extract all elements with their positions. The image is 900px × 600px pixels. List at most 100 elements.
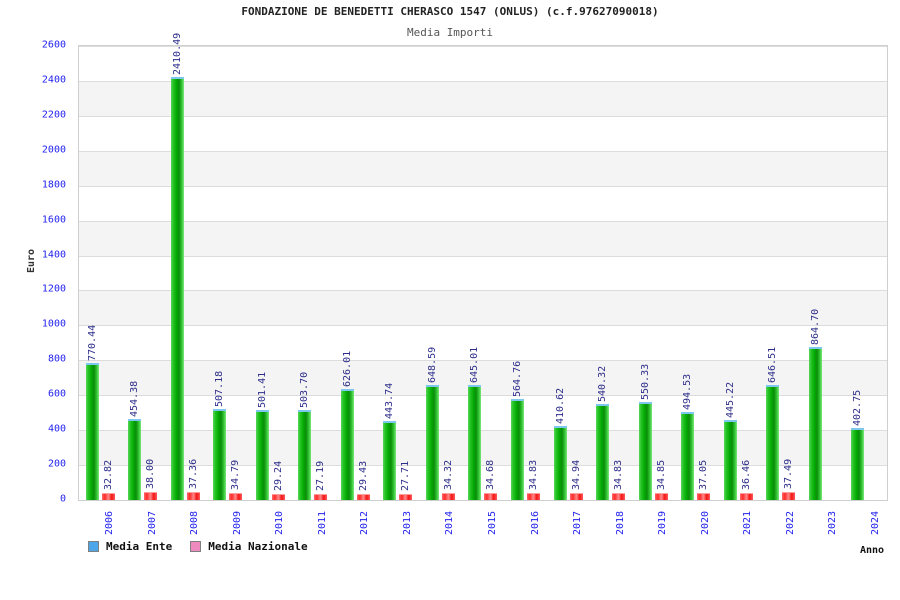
bar-value-label: 34.83 [528, 459, 539, 490]
grid-band [79, 220, 887, 256]
bar-value-label: 443.74 [384, 382, 396, 419]
x-axis-tick-label: 2019 [657, 510, 669, 535]
gridline [79, 185, 887, 187]
bar-media-ente[interactable] [553, 426, 567, 500]
bar-media-ente[interactable] [425, 384, 439, 500]
y-axis-tick-label: 2200 [41, 109, 66, 121]
bar-media-ente[interactable] [808, 347, 822, 500]
bar-group[interactable]: 540.32 34.83 [589, 46, 632, 500]
bar-group[interactable]: 494.53 37.05 [674, 46, 717, 500]
x-axis-tick-label: 2016 [529, 510, 541, 535]
x-axis-tick-label: 2017 [572, 510, 584, 535]
bar-media-nazionale[interactable] [654, 492, 668, 500]
x-axis-tick-label: 2018 [614, 510, 626, 535]
legend-item[interactable]: Media Nazionale [190, 540, 308, 553]
bar-group[interactable]: 770.44 32.82 [79, 46, 122, 500]
y-axis-tick-label: 0 [59, 493, 66, 505]
legend-item[interactable]: Media Ente [88, 540, 172, 553]
y-axis-tick-label: 2000 [41, 144, 66, 156]
bar-media-ente[interactable] [340, 388, 354, 500]
bar-media-nazionale[interactable] [186, 492, 200, 500]
x-axis-tick-label: 2010 [274, 510, 286, 535]
x-axis-tick-label: 2014 [444, 510, 456, 535]
bar-media-nazionale[interactable] [782, 492, 796, 500]
bar-media-nazionale[interactable] [229, 492, 243, 500]
y-axis-title: Euro [26, 248, 37, 273]
x-axis-tick-label: 2013 [401, 510, 413, 535]
bar-value-label: 645.01 [469, 347, 481, 384]
bar-media-ente[interactable] [638, 401, 652, 500]
bar-media-ente[interactable] [596, 403, 610, 500]
bar-media-ente[interactable] [723, 420, 737, 500]
gridline [79, 80, 887, 82]
bar-media-nazionale[interactable] [101, 493, 115, 500]
bar-group[interactable]: 445.22 36.46 [717, 46, 760, 500]
bar-value-label: 32.82 [102, 460, 114, 491]
x-axis-tick-label: 2021 [742, 510, 754, 535]
bar-media-nazionale[interactable] [697, 492, 711, 500]
bar-value-label: 37.49 [783, 459, 795, 490]
bar-media-ente[interactable] [511, 399, 524, 500]
bar-media-ente[interactable] [128, 418, 142, 500]
bar-media-ente[interactable] [170, 77, 184, 500]
bar-media-ente[interactable] [85, 363, 99, 500]
plot-background-bands [79, 46, 887, 500]
x-axis-tick-label: 2012 [359, 510, 371, 535]
x-axis-tick-label: 2008 [189, 510, 201, 535]
x-axis-tick-label: 2020 [699, 510, 711, 535]
bar-media-nazionale[interactable] [569, 492, 583, 500]
bar-media-ente[interactable] [766, 385, 780, 500]
y-axis-tick-label: 1200 [41, 283, 66, 295]
bar-media-nazionale[interactable] [484, 492, 498, 500]
bar-group[interactable]: 626.01 29.43 [334, 46, 377, 500]
grid-band [79, 290, 887, 326]
bar-group[interactable]: 648.59 34.32 [419, 46, 462, 500]
y-axis-tick-label: 600 [47, 388, 66, 400]
bar-group[interactable]: 454.38 38.00 [122, 46, 165, 500]
bar-value-label: 410.62 [554, 388, 566, 425]
bar-media-nazionale[interactable] [527, 492, 540, 500]
bar-media-nazionale[interactable] [399, 494, 413, 500]
bar-group[interactable]: 402.75 [844, 46, 887, 500]
bar-value-label: 454.38 [129, 380, 141, 417]
bar-media-ente[interactable] [383, 420, 397, 500]
bar-media-nazionale[interactable] [314, 494, 328, 500]
bar-group[interactable]: 2410.49 37.36 [164, 33, 207, 500]
gridline [79, 325, 887, 327]
bar-media-nazionale[interactable] [356, 493, 370, 500]
grid-band [79, 360, 887, 396]
bar-media-ente[interactable] [213, 409, 227, 500]
legend-label: Media Ente [106, 540, 173, 553]
y-axis-ticks: 0 200 400 600 800 1000 1200 1400 1600 1800 2000 220… [0, 40, 72, 505]
bar-value-label: 445.22 [724, 382, 736, 419]
bar-media-ente[interactable] [468, 385, 482, 500]
bar-group[interactable]: 507.18 34.79 [207, 46, 250, 500]
bar-value-label: 34.32 [442, 459, 454, 491]
bar-group[interactable]: 864.70 [802, 46, 845, 500]
bar-media-ente[interactable] [681, 411, 695, 500]
bar-group[interactable]: 564.76 34.83 [504, 46, 547, 500]
bar-media-nazionale[interactable] [739, 492, 753, 500]
bar-group[interactable]: 645.01 34.68 [462, 46, 505, 500]
bar-media-nazionale[interactable] [612, 492, 626, 500]
chart-legend: Media Ente Media Nazionale [88, 540, 308, 553]
bar-media-ente[interactable] [298, 410, 312, 500]
bar-media-ente[interactable] [255, 410, 269, 500]
bar-group[interactable]: 443.74 27.71 [377, 46, 420, 500]
bar-media-nazionale[interactable] [271, 493, 285, 500]
gridline [79, 150, 887, 152]
y-axis-tick-label: 2600 [41, 39, 66, 51]
bar-media-ente[interactable] [851, 427, 865, 500]
gridline [79, 430, 887, 432]
bar-group[interactable]: 646.51 37.49 [759, 46, 802, 500]
y-axis-tick-label: 1800 [41, 179, 66, 191]
bar-value-label: 501.41 [256, 372, 268, 409]
bar-group[interactable]: 503.70 27.19 [292, 46, 335, 500]
gridline [79, 465, 887, 467]
bar-group[interactable]: 550.33 34.85 [632, 46, 675, 500]
bar-group[interactable]: 501.41 29.24 [249, 46, 292, 500]
bar-value-label: 38.00 [145, 459, 157, 490]
bar-group[interactable]: 410.62 34.94 [547, 46, 590, 500]
bar-media-nazionale[interactable] [441, 493, 455, 500]
bar-media-nazionale[interactable] [144, 492, 158, 500]
